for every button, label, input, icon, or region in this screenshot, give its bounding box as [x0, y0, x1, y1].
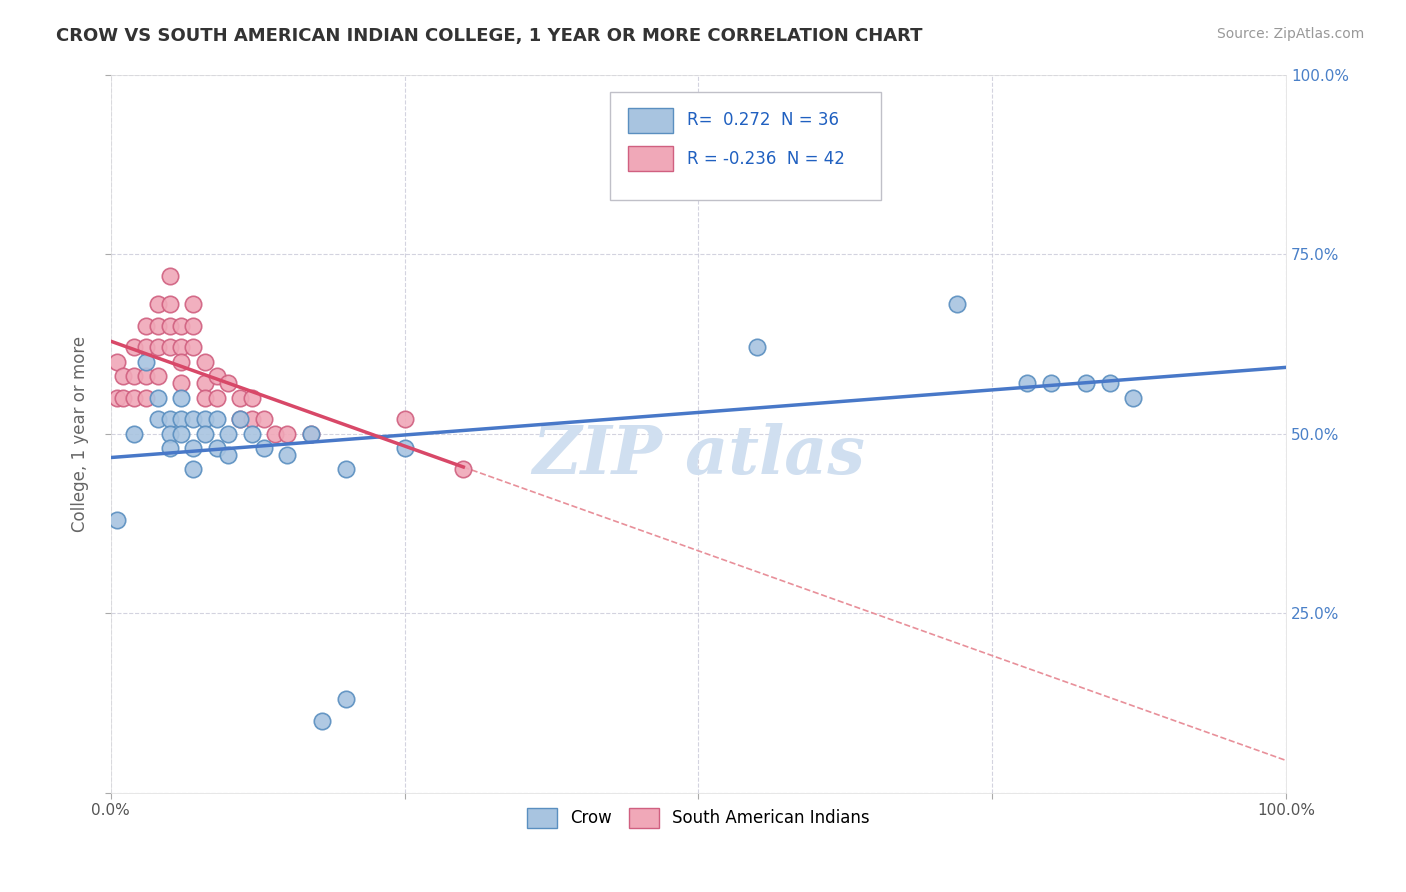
Point: [946, 297, 969, 311]
Point: [170, 376, 193, 391]
Point: [1076, 376, 1098, 391]
Point: [181, 297, 204, 311]
FancyBboxPatch shape: [628, 145, 672, 171]
Point: [122, 340, 145, 354]
Point: [135, 340, 157, 354]
Point: [146, 297, 169, 311]
Point: [1098, 376, 1121, 391]
Point: [299, 426, 322, 441]
Point: [240, 426, 263, 441]
Point: [1122, 391, 1144, 405]
Point: [194, 412, 217, 426]
Point: [181, 441, 204, 455]
Point: [394, 441, 416, 455]
Point: [181, 412, 204, 426]
Point: [205, 369, 228, 384]
Point: [453, 462, 475, 476]
Point: [170, 426, 193, 441]
Point: [111, 391, 134, 405]
Point: [229, 412, 252, 426]
Point: [122, 426, 145, 441]
Point: [170, 318, 193, 333]
Point: [159, 340, 181, 354]
FancyBboxPatch shape: [610, 93, 880, 200]
Point: [159, 268, 181, 283]
Point: [170, 340, 193, 354]
Point: [135, 355, 157, 369]
Point: [194, 376, 217, 391]
Point: [194, 391, 217, 405]
Point: [159, 441, 181, 455]
Point: [240, 412, 263, 426]
Point: [394, 412, 416, 426]
Point: [146, 369, 169, 384]
Point: [252, 412, 274, 426]
Point: [1039, 376, 1062, 391]
Point: [217, 426, 239, 441]
Point: [240, 391, 263, 405]
Point: [1017, 376, 1039, 391]
Point: [205, 412, 228, 426]
Point: [135, 369, 157, 384]
Legend: Crow, South American Indians: Crow, South American Indians: [520, 801, 876, 835]
Point: [181, 462, 204, 476]
Point: [146, 391, 169, 405]
Point: [135, 318, 157, 333]
Point: [205, 441, 228, 455]
Point: [105, 391, 128, 405]
Text: Source: ZipAtlas.com: Source: ZipAtlas.com: [1216, 27, 1364, 41]
Point: [299, 426, 322, 441]
Point: [159, 426, 181, 441]
Point: [217, 376, 239, 391]
Point: [276, 426, 298, 441]
Point: [159, 412, 181, 426]
Point: [170, 355, 193, 369]
Point: [146, 318, 169, 333]
Point: [146, 412, 169, 426]
Point: [276, 448, 298, 462]
Text: R = -0.236  N = 42: R = -0.236 N = 42: [686, 150, 845, 168]
Point: [229, 391, 252, 405]
Text: CROW VS SOUTH AMERICAN INDIAN COLLEGE, 1 YEAR OR MORE CORRELATION CHART: CROW VS SOUTH AMERICAN INDIAN COLLEGE, 1…: [56, 27, 922, 45]
Point: [264, 426, 287, 441]
Point: [229, 412, 252, 426]
Point: [105, 355, 128, 369]
Point: [111, 369, 134, 384]
Point: [194, 426, 217, 441]
Point: [745, 340, 768, 354]
Point: [205, 391, 228, 405]
Point: [181, 340, 204, 354]
Point: [181, 318, 204, 333]
Point: [105, 513, 128, 527]
Point: [122, 369, 145, 384]
Text: R=  0.272  N = 36: R= 0.272 N = 36: [686, 112, 838, 129]
Point: [135, 391, 157, 405]
Point: [159, 318, 181, 333]
Text: ZIP atlas: ZIP atlas: [531, 423, 865, 488]
Point: [159, 297, 181, 311]
Point: [170, 391, 193, 405]
Point: [217, 448, 239, 462]
Point: [122, 391, 145, 405]
Point: [311, 714, 333, 728]
Point: [146, 340, 169, 354]
Point: [335, 692, 357, 706]
Y-axis label: College, 1 year or more: College, 1 year or more: [72, 335, 89, 532]
Point: [252, 441, 274, 455]
Point: [335, 462, 357, 476]
Point: [170, 412, 193, 426]
Point: [194, 355, 217, 369]
FancyBboxPatch shape: [628, 108, 672, 134]
